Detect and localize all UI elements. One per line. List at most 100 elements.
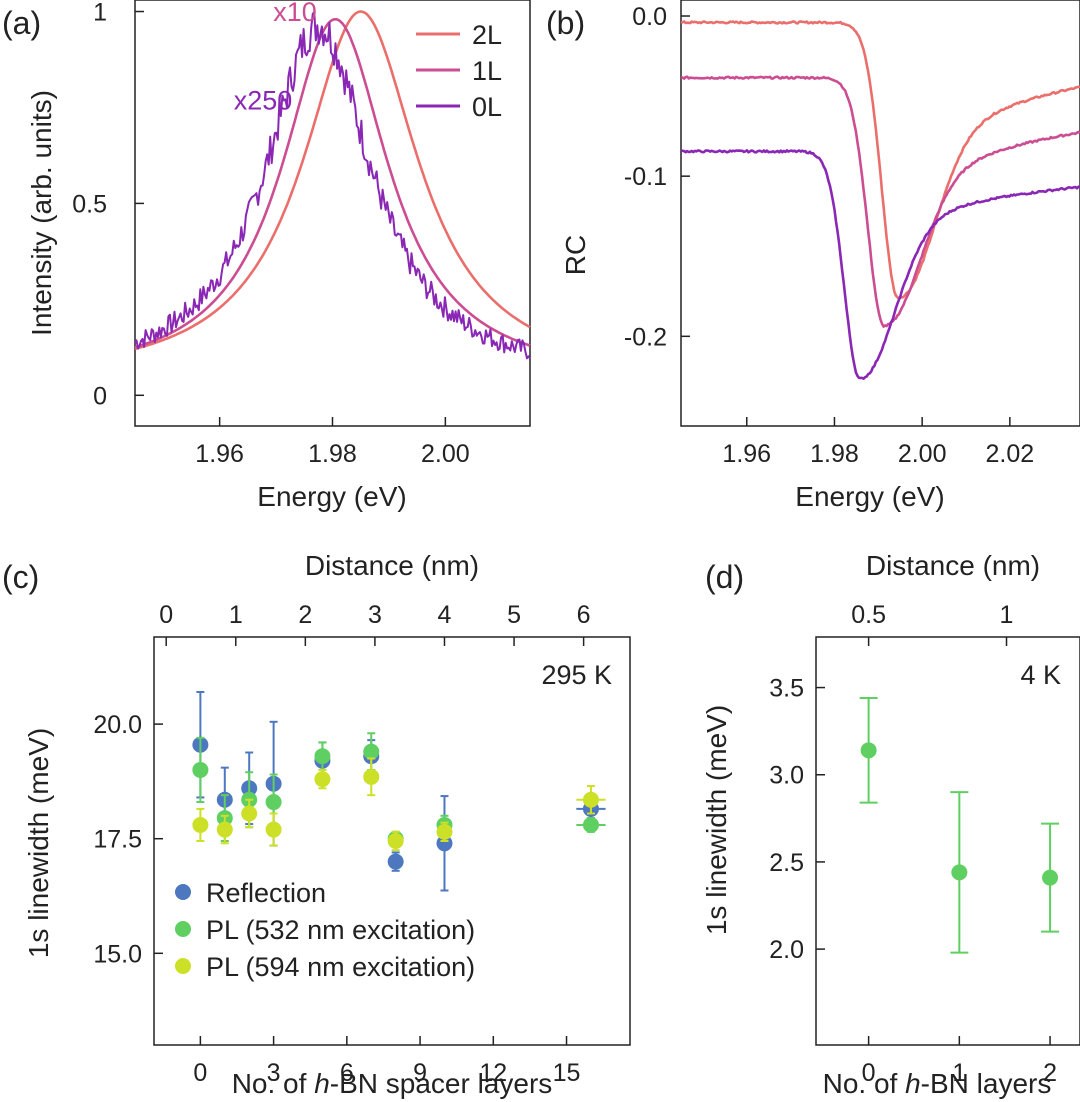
panel-c-top-xlabel: Distance (nm) [305,550,479,581]
panel-c-ytick-label: 17.5 [93,826,142,854]
panel-c-xtick-label: 9 [413,1059,427,1087]
panel-c-legend: Reflection PL (532 nm excitation) PL (594 … [175,878,475,982]
panel-a-xtick-label: 1.98 [308,440,357,468]
panel-c-legend-label: PL (532 nm excitation) [206,915,475,945]
panel-a-curve-2L [134,10,531,351]
panel-c-ytick-label: 20.0 [93,711,142,739]
panel-c-point [363,768,380,785]
panel-c-legend-marker [175,958,191,974]
panel-b-curve-1L [680,75,1080,328]
panel-b-curve-0L [680,149,1080,380]
panel-a-legend-label: 1L [472,56,502,86]
panel-a-ticks: 1.96 1.98 2.00 0 0.5 1 [72,0,469,468]
panel-c-point [436,835,453,852]
panel-c-point [241,805,258,822]
panel-d-temperature: 4 K [1020,660,1061,690]
panel-c-point [363,743,380,760]
panel-d-frame [815,636,1080,1046]
panel-c-point [387,833,404,849]
panel-c-xtick-label: 6 [340,1059,354,1087]
panel-a-curve-1L [134,18,531,349]
panel-d-xtick-label: 0 [862,1059,876,1087]
panel-c-xtick-label: 15 [553,1059,581,1087]
panel-a-xlabel: Energy (eV) [257,481,406,512]
panel-c-xlabel-suffix: -BN spacer layers [330,1068,553,1099]
panel-c-top-xtick-label: 1 [229,601,243,629]
panel-a-ytick-label: 1 [93,0,107,27]
panel-c-xlabel: No. of h-BN spacer layers [232,1068,553,1099]
panel-a-series [134,10,531,360]
panel-c-series [192,691,606,892]
panel-c-label: (c) [2,559,39,595]
panel-c-point [387,853,404,870]
panel-a-xtick-label: 2.00 [421,440,470,468]
panel-c-xlabel-prefix: No. of [232,1068,314,1099]
panel-d-ytick-label: 3.0 [769,762,804,790]
panel-b-xtick-label: 2.02 [986,440,1035,468]
panel-c-temperature: 295 K [541,660,612,690]
panel-d-xlabel-prefix: No. of [823,1068,905,1099]
panel-d-top-xtick-label: 1 [1000,601,1014,629]
panel-a: (a) Energy (eV) Intensity (arb. units) 1… [2,0,531,512]
panel-d-top-xtick-label: 0.5 [851,601,886,629]
panel-c-xtick-label: 3 [267,1059,281,1087]
panel-a-curve-0L [134,11,531,360]
panel-b-xtick-label: 1.98 [810,440,859,468]
panel-d-xtick-label: 2 [1043,1059,1057,1087]
panel-c-xtick-label: 12 [479,1059,507,1087]
panel-d-ytick-label: 3.5 [769,675,804,703]
panel-c-legend-marker [175,884,191,900]
panel-c-top-xtick-label: 5 [507,601,521,629]
panel-b-xlabel: Energy (eV) [795,481,944,512]
panel-c-legend-label: Reflection [206,878,326,908]
panel-a-legend-label: 2L [472,20,502,50]
panel-d-point [951,864,968,881]
panel-b-xtick-label: 1.96 [722,440,771,468]
panel-c-point [192,816,209,833]
panel-b-frame [680,0,1080,427]
panel-a-ytick-label: 0 [93,382,107,410]
panel-d-xtick-label: 1 [952,1059,966,1087]
panel-d-ticks: 0 1 2 2.0 2.5 3.0 3.5 0.5 1 [769,601,1057,1087]
panel-d-ytick-label: 2.5 [769,849,804,877]
panel-c-point [192,761,209,778]
panel-a-ylabel: Intensity (arb. units) [26,90,57,336]
panel-c-top-xtick-label: 6 [577,601,591,629]
panel-c-ytick-label: 15.0 [93,940,142,968]
panel-a-legend-label: 0L [472,92,502,122]
panel-a-legend: 2L 1L 0L [416,20,502,122]
panel-c-top-xtick-label: 2 [298,601,312,629]
panel-d-xlabel-suffix: -BN layers [921,1068,1052,1099]
panel-d-ylabel: 1s linewidth (meV) [701,705,732,935]
panel-d: (d) Distance (nm) No. of h-BN layers 1s … [701,550,1080,1099]
panel-b-ytick-label: 0.0 [632,3,667,31]
panel-c-top-xtick-label: 3 [368,601,382,629]
panel-d-ytick-label: 2.0 [769,936,804,964]
panel-b-curve-2L [680,20,1080,300]
panel-b-xtick-label: 2.00 [898,440,947,468]
panel-c-ylabel: 1s linewidth (meV) [23,728,54,958]
panel-c-point [314,771,331,788]
panel-b-label: (b) [546,5,585,41]
panel-c-legend-marker [175,921,191,937]
panel-a-label: (a) [2,5,41,41]
panel-a-annotation: x10 [273,0,317,27]
panel-a-xtick-label: 1.96 [195,440,244,468]
panel-a-annotations: x10 x250 [234,0,317,115]
panel-c-point [436,823,453,840]
panel-c-point [216,821,233,838]
panel-c-xlabel-italic: h [314,1068,330,1099]
panel-d-top-xlabel: Distance (nm) [866,550,1040,581]
panel-b-series [680,20,1080,380]
panel-d-point [1042,869,1059,886]
panel-d-series [859,697,1060,954]
panel-b-ylabel: RC [560,235,591,275]
panel-c-xtick-label: 0 [193,1059,207,1087]
panel-c-point [265,794,282,811]
panel-c-point [582,816,599,833]
panel-c-top-xtick-label: 0 [159,601,173,629]
panel-b-ytick-label: -0.1 [624,163,667,191]
panel-b-ticks: 1.96 1.98 2.00 2.02 0.0 -0.1 -0.2 [624,3,1034,468]
